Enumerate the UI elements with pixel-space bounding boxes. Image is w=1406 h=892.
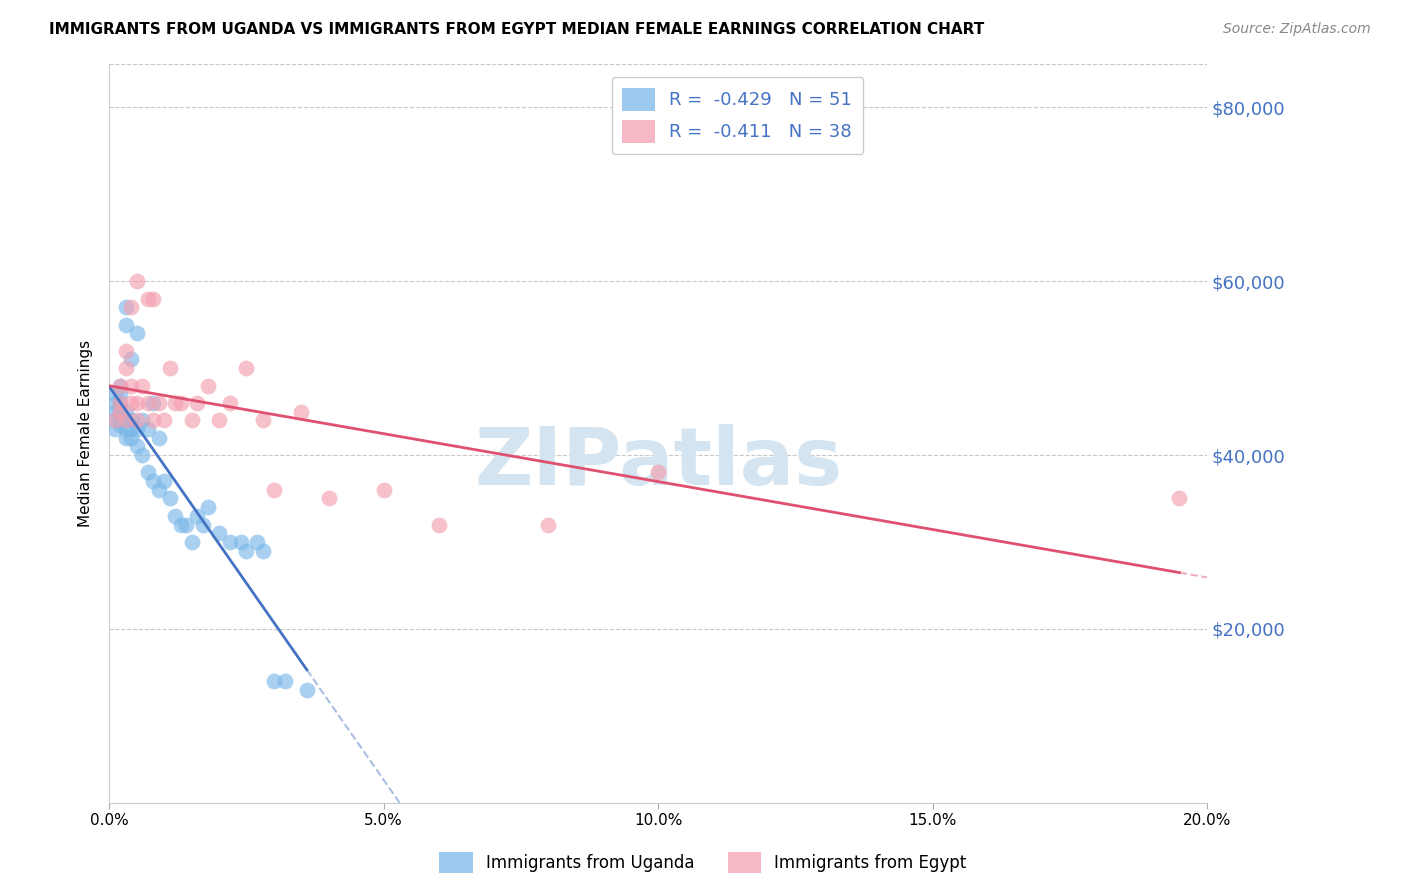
Point [110, 404, 132, 418]
Point [142, 474, 165, 488]
Point [165, 396, 187, 410]
Point [246, 534, 269, 549]
Point [136, 292, 159, 306]
Point [120, 352, 142, 367]
Point [114, 361, 136, 376]
Point [318, 491, 340, 506]
Point [114, 404, 136, 418]
Point [114, 413, 136, 427]
Point [647, 466, 669, 480]
Point [219, 534, 242, 549]
Point [263, 483, 285, 497]
Point [131, 448, 153, 462]
Point [110, 396, 132, 410]
Point [142, 396, 165, 410]
Point [427, 517, 450, 532]
Point [197, 500, 219, 515]
Point [104, 396, 127, 410]
Point [104, 413, 127, 427]
Point [252, 543, 274, 558]
Point [110, 417, 132, 432]
Point [290, 404, 312, 418]
Point [229, 534, 252, 549]
Point [104, 422, 127, 436]
Point [169, 396, 191, 410]
Point [252, 413, 274, 427]
Point [114, 318, 136, 332]
Point [219, 396, 242, 410]
Point [263, 673, 285, 688]
Point [180, 413, 202, 427]
Point [120, 413, 142, 427]
Point [120, 422, 142, 436]
Legend: R =  -0.429   N = 51, R =  -0.411   N = 38: R = -0.429 N = 51, R = -0.411 N = 38 [612, 77, 863, 154]
Point [120, 396, 142, 410]
Point [104, 387, 127, 401]
Point [191, 517, 214, 532]
Point [169, 517, 191, 532]
Point [148, 483, 170, 497]
Point [274, 673, 297, 688]
Point [295, 682, 318, 697]
Point [136, 466, 159, 480]
Point [197, 378, 219, 392]
Point [186, 396, 208, 410]
Point [165, 508, 187, 523]
Point [120, 301, 142, 315]
Point [235, 543, 257, 558]
Point [186, 508, 208, 523]
Point [180, 534, 202, 549]
Point [125, 439, 148, 453]
Point [174, 517, 197, 532]
Point [110, 396, 132, 410]
Text: ZIPatlas: ZIPatlas [474, 424, 842, 502]
Point [131, 413, 153, 427]
Point [136, 422, 159, 436]
Point [110, 409, 132, 423]
Point [114, 343, 136, 358]
Point [1168, 491, 1191, 506]
Y-axis label: Median Female Earnings: Median Female Earnings [79, 340, 93, 527]
Point [125, 422, 148, 436]
Point [159, 491, 181, 506]
Point [373, 483, 395, 497]
Point [142, 292, 165, 306]
Point [104, 404, 127, 418]
Text: Source: ZipAtlas.com: Source: ZipAtlas.com [1223, 22, 1371, 37]
Point [110, 378, 132, 392]
Legend: Immigrants from Uganda, Immigrants from Egypt: Immigrants from Uganda, Immigrants from … [433, 846, 973, 880]
Text: IMMIGRANTS FROM UGANDA VS IMMIGRANTS FROM EGYPT MEDIAN FEMALE EARNINGS CORRELATI: IMMIGRANTS FROM UGANDA VS IMMIGRANTS FRO… [49, 22, 984, 37]
Point [120, 431, 142, 445]
Point [148, 396, 170, 410]
Point [110, 387, 132, 401]
Point [120, 378, 142, 392]
Point [104, 413, 127, 427]
Point [235, 361, 257, 376]
Point [136, 396, 159, 410]
Point [125, 274, 148, 288]
Point [148, 431, 170, 445]
Point [110, 413, 132, 427]
Point [208, 413, 231, 427]
Point [114, 422, 136, 436]
Point [153, 474, 176, 488]
Point [114, 301, 136, 315]
Point [110, 378, 132, 392]
Point [131, 378, 153, 392]
Point [159, 361, 181, 376]
Point [153, 413, 176, 427]
Point [125, 326, 148, 341]
Point [114, 431, 136, 445]
Point [125, 396, 148, 410]
Point [114, 413, 136, 427]
Point [208, 526, 231, 541]
Point [110, 404, 132, 418]
Point [537, 517, 560, 532]
Point [142, 413, 165, 427]
Point [125, 413, 148, 427]
